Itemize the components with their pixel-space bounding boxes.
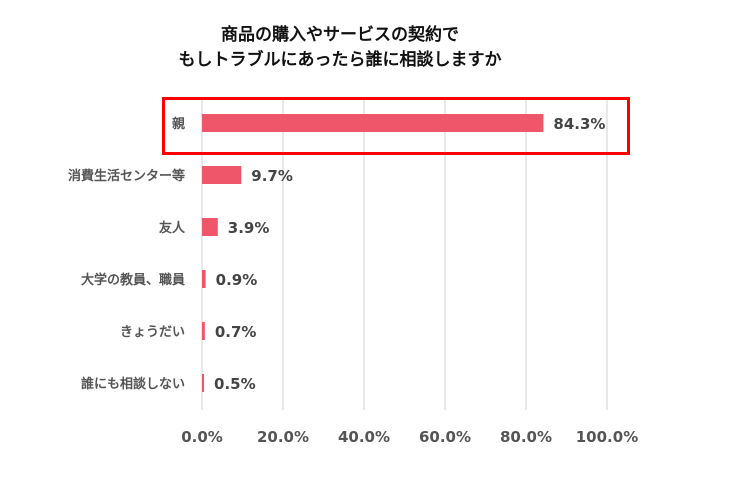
x-tick-label: 60.0% [419, 428, 471, 446]
data-label: 0.5% [214, 375, 256, 393]
bar [202, 270, 206, 288]
category-label: 友人 [159, 220, 186, 236]
bar [202, 374, 205, 392]
x-tick-label: 40.0% [338, 428, 390, 446]
x-tick-label: 80.0% [500, 428, 552, 446]
x-tick-label: 100.0% [576, 428, 638, 446]
category-label: 誰にも相談しない [81, 376, 185, 392]
bar [202, 166, 242, 184]
x-tick-label: 0.0% [181, 428, 223, 446]
data-label: 0.7% [215, 323, 257, 341]
data-label: 3.9% [228, 219, 270, 237]
category-label: きょうだい [120, 325, 185, 340]
data-label: 0.9% [216, 271, 258, 289]
chart-title-line1: 商品の購入やサービスの契約で [221, 25, 459, 45]
chart-title-line2: もしトラブルにあったら誰に相談しますか [178, 50, 502, 70]
data-label: 9.7% [251, 167, 293, 185]
bar [202, 114, 544, 132]
data-label: 84.3% [553, 115, 605, 133]
highlight-box [162, 97, 630, 155]
category-label: 大学の教員、職員 [81, 272, 185, 288]
bar [202, 322, 205, 340]
x-tick-label: 20.0% [257, 428, 309, 446]
category-label: 親 [172, 116, 185, 132]
bar [202, 218, 218, 236]
category-label: 消費生活センター等 [68, 168, 185, 184]
